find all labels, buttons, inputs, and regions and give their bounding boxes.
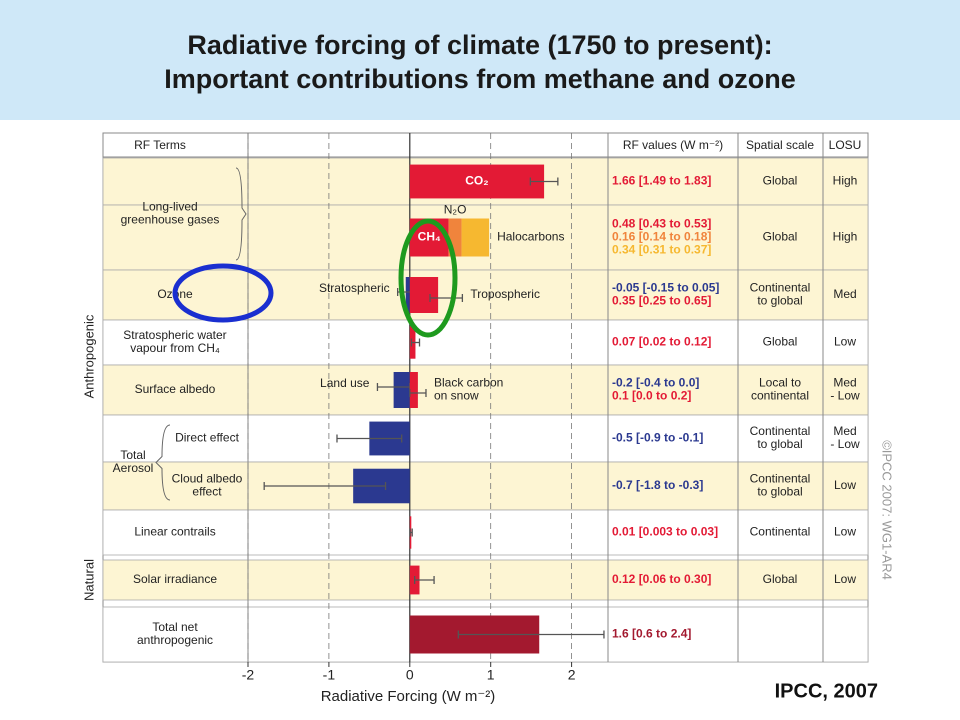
bar-name: on snow <box>434 389 479 403</box>
losu: High <box>833 230 858 244</box>
bar <box>393 372 410 408</box>
section-label: Anthropogenic <box>81 314 96 398</box>
spatial-scale: Global <box>763 335 798 349</box>
losu: Med <box>833 287 856 301</box>
losu: - Low <box>830 437 860 451</box>
rf-value: -0.05 [-0.15 to 0.05] <box>612 281 719 295</box>
spatial-scale: Global <box>763 230 798 244</box>
rf-value: 0.48 [0.43 to 0.53] <box>612 217 711 231</box>
spatial-scale: to global <box>757 485 802 499</box>
bar-name: Tropospheric <box>470 287 540 301</box>
rf-value: 0.1 [0.0 to 0.2] <box>612 389 691 403</box>
x-axis-label: Radiative Forcing (W m⁻²) <box>321 688 496 705</box>
bar-name: CH₄ <box>418 230 441 244</box>
highlight-ellipse <box>172 263 274 323</box>
rf-value: 0.34 [0.31 to 0.37] <box>612 243 711 257</box>
column-header: RF Terms <box>134 138 186 152</box>
spatial-scale: Global <box>763 572 798 586</box>
losu: Low <box>834 335 856 349</box>
bar <box>461 218 490 257</box>
title-line: Radiative forcing of climate (1750 to pr… <box>187 30 772 60</box>
sub-term: Direct effect <box>175 431 239 445</box>
rf-value: 1.66 [1.49 to 1.83] <box>612 174 711 188</box>
row-background <box>102 414 869 463</box>
sub-term: Cloud albedo <box>172 472 243 486</box>
bar <box>409 277 439 313</box>
rf-value: -0.7 [-1.8 to -0.3] <box>612 478 703 492</box>
column-header: RF values (W m⁻²) <box>623 138 723 152</box>
spatial-scale: to global <box>757 437 802 451</box>
section-label: Natural <box>81 559 96 601</box>
brace <box>155 424 171 501</box>
losu: Med <box>833 376 856 390</box>
term: Surface albedo <box>135 382 216 396</box>
spatial-scale: continental <box>751 389 809 403</box>
term: anthropogenic <box>137 633 213 647</box>
title-line: Important contributions from methane and… <box>164 64 796 94</box>
column-header: LOSU <box>829 138 862 152</box>
term: Long-lived <box>142 200 197 214</box>
losu: Low <box>834 572 856 586</box>
losu: Low <box>834 525 856 539</box>
losu: Med <box>833 424 856 438</box>
term: Stratospheric water <box>123 328 226 342</box>
spatial-scale: Global <box>763 174 798 188</box>
spatial-scale: Continental <box>750 281 811 295</box>
spatial-scale: Continental <box>750 525 811 539</box>
bar-name: CO₂ <box>465 174 488 188</box>
x-tick-label: -2 <box>242 667 255 683</box>
bar-name: Halocarbons <box>497 230 564 244</box>
rf-value: 0.35 [0.25 to 0.65] <box>612 294 711 308</box>
row-background <box>102 269 869 321</box>
spatial-scale: Continental <box>750 472 811 486</box>
bar-name: Black carbon <box>434 376 503 390</box>
bar <box>409 164 545 199</box>
title-band <box>0 0 960 120</box>
x-tick-label: 0 <box>406 667 414 683</box>
chart-body: RF Terms RF values (W m⁻²) Spatial scale LO… <box>81 132 869 683</box>
spatial-scale: Continental <box>750 424 811 438</box>
spatial-scale: Local to <box>759 376 801 390</box>
highlight-ellipse <box>398 218 458 338</box>
rf-value: 0.07 [0.02 to 0.12] <box>612 335 711 349</box>
x-tick-label: -1 <box>323 667 336 683</box>
bar-name: N₂O <box>444 203 467 217</box>
copyright: ©IPCC 2007: WG1-AR4 <box>880 440 895 580</box>
term: vapour from CH₄ <box>130 341 220 355</box>
term: Linear contrails <box>134 525 215 539</box>
row-background <box>102 509 869 556</box>
column-header: Spatial scale <box>746 138 814 152</box>
rf-value: 1.6 [0.6 to 2.4] <box>612 627 691 641</box>
bar-name: Stratospheric <box>319 281 390 295</box>
term: Total net <box>152 620 198 634</box>
group-term: Total <box>120 448 145 462</box>
row-background <box>102 559 869 601</box>
rf-value: 0.12 [0.06 to 0.30] <box>612 572 711 586</box>
sub-term: effect <box>192 485 222 499</box>
bar <box>405 277 410 313</box>
losu: High <box>833 174 858 188</box>
losu: Low <box>834 478 856 492</box>
bar <box>409 372 418 408</box>
rf-value: 0.16 [0.14 to 0.18] <box>612 230 711 244</box>
x-tick-label: 1 <box>487 667 495 683</box>
row-background <box>102 461 869 511</box>
rf-value: 0.01 [0.003 to 0.03] <box>612 525 718 539</box>
term: greenhouse gases <box>121 213 220 227</box>
spatial-scale: to global <box>757 294 802 308</box>
bar-name: Land use <box>320 376 370 390</box>
group-term: Aerosol <box>113 461 154 475</box>
losu: - Low <box>830 389 860 403</box>
x-tick-label: 2 <box>568 667 576 683</box>
rf-value: -0.2 [-0.4 to 0.0] <box>612 376 699 390</box>
term: Solar irradiance <box>133 572 217 586</box>
brace <box>235 167 247 261</box>
source: IPCC, 2007 <box>775 680 878 702</box>
rf-value: -0.5 [-0.9 to -0.1] <box>612 431 703 445</box>
